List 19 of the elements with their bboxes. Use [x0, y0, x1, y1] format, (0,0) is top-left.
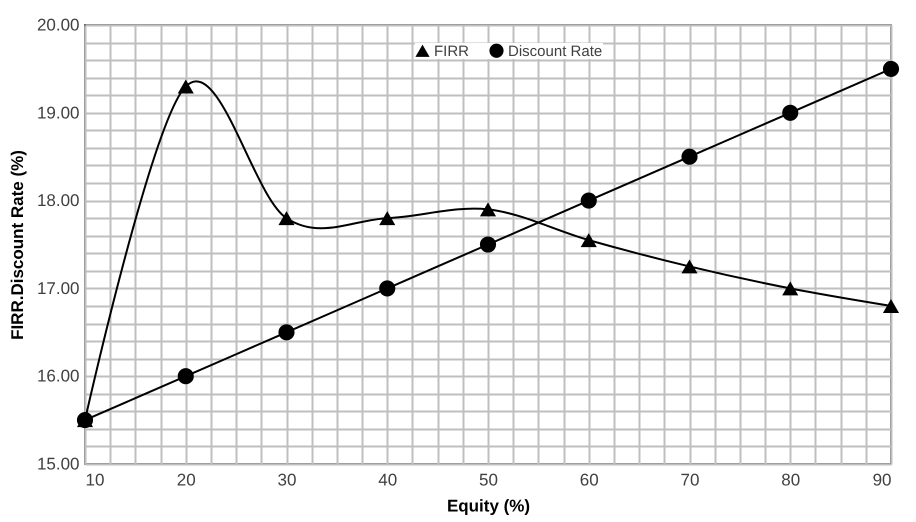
y-tick-label: 18.00 [36, 191, 80, 210]
x-tick-label: 10 [86, 470, 104, 490]
x-tick-label: 30 [278, 470, 296, 490]
y-tick-label: 16.00 [36, 366, 80, 386]
x-tick-label: 70 [680, 470, 700, 490]
y-tick-label: 20.00 [36, 16, 80, 34]
x-axis-title: Equity (%) [446, 496, 530, 516]
y-tick-label: 19.00 [36, 103, 80, 122]
x-tick-label: 40 [378, 470, 398, 490]
x-tick-label: 80 [781, 470, 800, 490]
y-axis-title: FIRR.Discount Rate (%) [8, 150, 27, 340]
x-tick-label: 20 [176, 470, 196, 490]
legend-label: Discount Rate [508, 42, 602, 60]
x-tick-label: 90 [872, 470, 892, 490]
x-tick-label: 50 [479, 470, 498, 490]
y-tick-label: 15.00 [36, 454, 80, 474]
y-tick-label: 17.00 [36, 278, 80, 298]
legend-label: FIRR [434, 42, 470, 60]
x-tick-label: 60 [580, 470, 599, 490]
